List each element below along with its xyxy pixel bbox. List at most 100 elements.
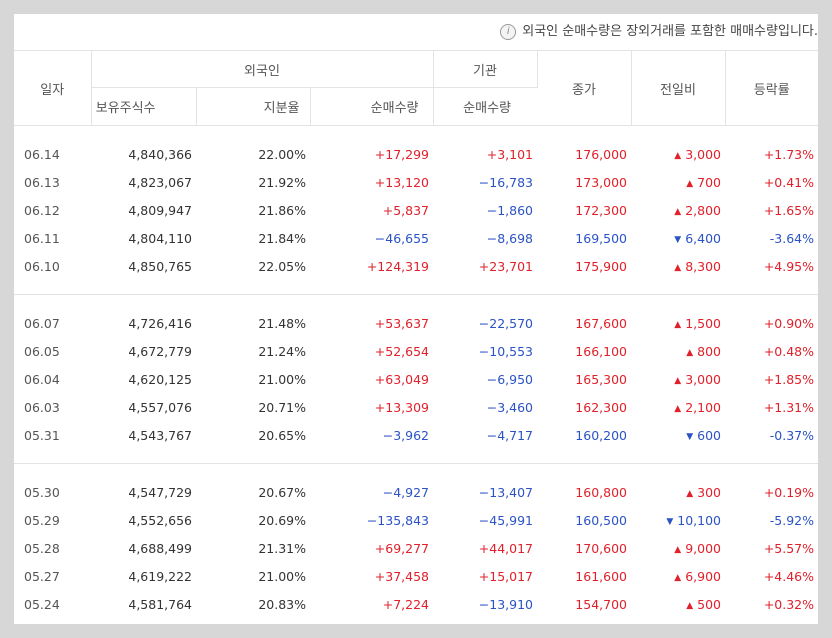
cell-share: 20.65% — [258, 427, 306, 443]
cell-holdings: 4,543,767 — [128, 427, 192, 443]
table-end-spacer — [14, 618, 818, 624]
cell-foreign-net: +124,319 — [366, 258, 429, 274]
triangle-up-icon: ▲ — [674, 262, 682, 273]
cell-change-value: 500 — [697, 596, 721, 612]
cell-date: 05.24 — [24, 596, 60, 612]
cell-rate: -5.92% — [769, 512, 814, 528]
group-spacer — [14, 449, 818, 464]
cell-share: 21.92% — [258, 174, 306, 190]
cell-holdings: 4,726,416 — [128, 315, 192, 331]
cell-foreign-net: −3,962 — [382, 427, 429, 443]
cell-change: ▲ 700 — [631, 168, 725, 196]
cell-share: 22.05% — [258, 258, 306, 274]
cell-inst-net: −6,950 — [486, 371, 533, 387]
cell-close: 165,300 — [575, 371, 627, 387]
cell-date: 06.13 — [24, 174, 60, 190]
cell-rate: +1.65% — [763, 202, 814, 218]
cell-close: 170,600 — [575, 540, 627, 556]
cell-change: ▲ 800 — [631, 337, 725, 365]
cell-holdings: 4,840,366 — [128, 146, 192, 162]
triangle-up-icon: ▲ — [686, 600, 694, 611]
table-row: 06.04 4,620,125 21.00% +63,049 −6,950 16… — [14, 365, 818, 393]
cell-change-value: 300 — [697, 484, 721, 500]
cell-change-value: 8,300 — [685, 258, 721, 274]
cell-inst-net: +44,017 — [478, 540, 533, 556]
cell-rate: +0.90% — [763, 315, 814, 331]
cell-share: 20.69% — [258, 512, 306, 528]
table-row: 05.27 4,619,222 21.00% +37,458 +15,017 1… — [14, 562, 818, 590]
cell-change: ▼ 10,100 — [631, 506, 725, 534]
cell-rate: +0.41% — [763, 174, 814, 190]
cell-rate: +0.19% — [763, 484, 814, 500]
cell-share: 21.24% — [258, 343, 306, 359]
triangle-up-icon: ▲ — [674, 572, 682, 583]
cell-foreign-net: +53,637 — [374, 315, 429, 331]
cell-close: 160,800 — [575, 484, 627, 500]
cell-inst-net: −45,991 — [478, 512, 533, 528]
cell-close: 176,000 — [575, 146, 627, 162]
cell-foreign-net: +52,654 — [374, 343, 429, 359]
cell-date: 05.31 — [24, 427, 60, 443]
cell-change: ▲ 2,100 — [631, 393, 725, 421]
cell-close: 172,300 — [575, 202, 627, 218]
triangle-down-icon: ▼ — [686, 431, 694, 442]
table-row: 05.29 4,552,656 20.69% −135,843 −45,991 … — [14, 506, 818, 534]
header-rate: 등락률 — [725, 50, 818, 126]
cell-share: 21.31% — [258, 540, 306, 556]
cell-close: 169,500 — [575, 230, 627, 246]
cell-change-value: 6,900 — [685, 568, 721, 584]
table-row: 06.03 4,557,076 20.71% +13,309 −3,460 16… — [14, 393, 818, 421]
cell-holdings: 4,672,779 — [128, 343, 192, 359]
table-row: 05.24 4,581,764 20.83% +7,224 −13,910 15… — [14, 590, 818, 618]
cell-foreign-net: +69,277 — [374, 540, 429, 556]
cell-holdings: 4,619,222 — [128, 568, 192, 584]
trading-table: 일자 외국인 기관 종가 전일비 등락률 보유주식수 지분율 순매수량 순매수량… — [14, 50, 818, 624]
cell-rate: +1.85% — [763, 371, 814, 387]
table-row: 05.30 4,547,729 20.67% −4,927 −13,407 16… — [14, 478, 818, 506]
cell-date: 05.27 — [24, 568, 60, 584]
cell-close: 160,500 — [575, 512, 627, 528]
cell-change: ▼ 6,400 — [631, 224, 725, 252]
cell-close: 160,200 — [575, 427, 627, 443]
cell-rate: -0.37% — [769, 427, 814, 443]
cell-foreign-net: +37,458 — [374, 568, 429, 584]
cell-holdings: 4,552,656 — [128, 512, 192, 528]
cell-change: ▲ 2,800 — [631, 196, 725, 224]
cell-inst-net: −10,553 — [478, 343, 533, 359]
cell-inst-net: −13,910 — [478, 596, 533, 612]
cell-date: 05.29 — [24, 512, 60, 528]
info-icon[interactable]: i — [500, 24, 517, 40]
header-foreign: 외국인 — [91, 50, 434, 88]
cell-date: 05.28 — [24, 540, 60, 556]
cell-change-value: 1,500 — [685, 315, 721, 331]
cell-change: ▲ 500 — [631, 590, 725, 618]
cell-rate: +0.32% — [763, 596, 814, 612]
cell-change: ▲ 300 — [631, 478, 725, 506]
cell-change-value: 700 — [697, 174, 721, 190]
header-institution: 기관 — [433, 50, 538, 88]
table-row: 06.10 4,850,765 22.05% +124,319 +23,701 … — [14, 252, 818, 280]
cell-foreign-net: −135,843 — [366, 512, 429, 528]
cell-share: 20.71% — [258, 399, 306, 415]
cell-close: 175,900 — [575, 258, 627, 274]
header-foreign-net: 순매수량 — [310, 87, 434, 126]
cell-holdings: 4,809,947 — [128, 202, 192, 218]
cell-change-value: 2,100 — [685, 399, 721, 415]
header-date: 일자 — [14, 50, 92, 126]
cell-change: ▲ 3,000 — [631, 365, 725, 393]
triangle-up-icon: ▲ — [686, 178, 694, 189]
cell-share: 21.84% — [258, 230, 306, 246]
header-holdings: 보유주식수 — [91, 87, 197, 126]
cell-date: 06.07 — [24, 315, 60, 331]
triangle-up-icon: ▲ — [674, 206, 682, 217]
header-inst-net: 순매수량 — [433, 87, 537, 126]
cell-foreign-net: +7,224 — [382, 596, 429, 612]
cell-share: 22.00% — [258, 146, 306, 162]
cell-share: 20.67% — [258, 484, 306, 500]
cell-date: 06.14 — [24, 146, 60, 162]
foreign-institution-trading-panel: i 외국인 순매수량은 장외거래를 포함한 매매수량입니다. 일자 외국인 기관 … — [14, 14, 818, 624]
triangle-up-icon: ▲ — [674, 319, 682, 330]
cell-holdings: 4,581,764 — [128, 596, 192, 612]
cell-holdings: 4,688,499 — [128, 540, 192, 556]
triangle-up-icon: ▲ — [686, 347, 694, 358]
